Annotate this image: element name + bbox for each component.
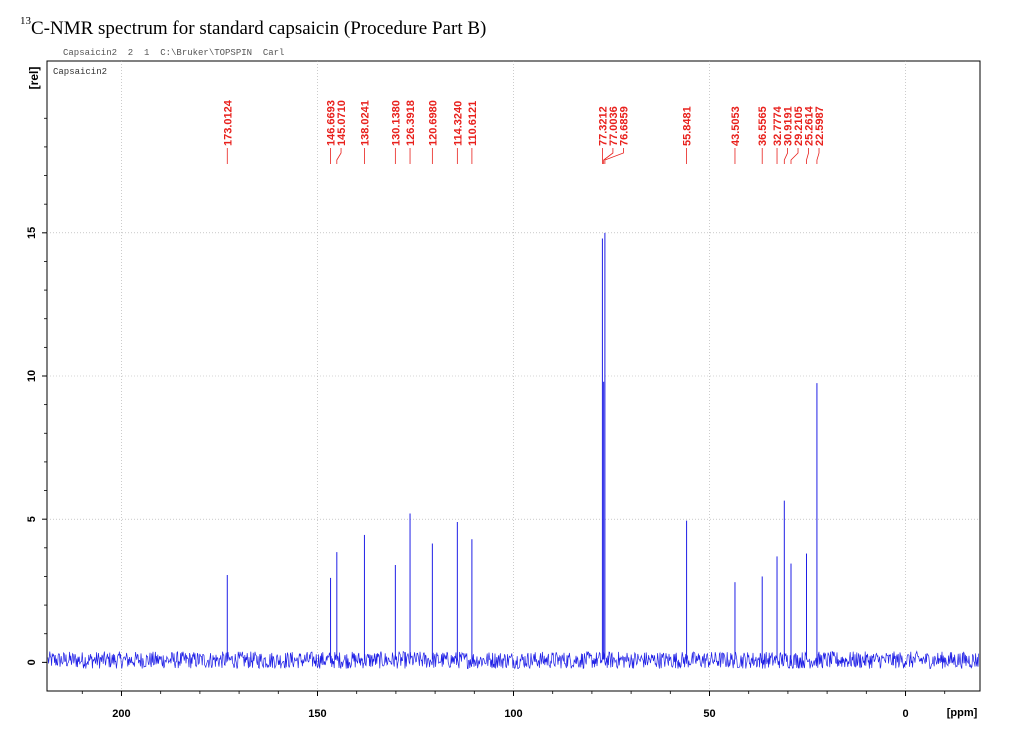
baseline-noise	[47, 650, 979, 670]
peak-label: 130.1380	[390, 100, 402, 146]
peak-label-leader	[604, 148, 624, 164]
peak-label: 43.5053	[730, 106, 742, 146]
title-text: C-NMR spectrum for standard capsaicin (P…	[31, 18, 487, 39]
peak-label: 173.0124	[222, 99, 234, 146]
peak-label: 25.2614	[804, 105, 816, 146]
y-tick-label: 5	[26, 516, 38, 522]
peak-label-leader	[816, 148, 820, 164]
peak-label: 29.2105	[793, 106, 805, 146]
peak-label-leader	[603, 148, 614, 164]
peak-label-leader	[336, 148, 342, 164]
peak-label: 30.9191	[783, 106, 795, 146]
peak-label: 110.6121	[467, 101, 479, 146]
peak-label: 77.0036	[608, 106, 620, 146]
x-axis-label: [ppm]	[947, 707, 978, 719]
x-tick-label: 200	[112, 708, 130, 720]
y-tick-label: 0	[26, 659, 38, 665]
sample-title: Capsaicin2	[53, 67, 107, 77]
peak-label: 126.3918	[405, 100, 417, 146]
title-superscript: 13	[20, 15, 31, 27]
peak-label: 32.7774	[772, 105, 784, 146]
peak-label: 114.3240	[452, 101, 464, 146]
y-axis-label: [rel]	[27, 67, 41, 90]
x-tick-label: 100	[504, 708, 522, 720]
peak-label-leader	[806, 148, 809, 164]
peak-label: 77.3212	[597, 106, 609, 146]
grid-lines	[47, 61, 980, 691]
y-tick-label: 15	[26, 227, 38, 239]
peak-label: 145.0710	[336, 100, 348, 146]
x-tick-label: 0	[902, 708, 908, 720]
y-tick-label: 10	[26, 370, 38, 382]
dataset-info-line: Capsaicin2 2 1 C:\Bruker\TOPSPIN Carl	[63, 48, 284, 58]
axis-ticks: 200 150 100 50 0 0 5 10 15	[26, 117, 946, 720]
baseline-noise-trace	[47, 650, 979, 670]
x-tick-label: 50	[703, 708, 715, 720]
x-tick-label: 150	[308, 708, 326, 720]
peak-label: 55.8481	[682, 106, 694, 146]
peak-label: 76.6859	[618, 106, 630, 146]
peak-label-leader	[790, 148, 799, 164]
peak-label: 22.5987	[814, 106, 826, 146]
peak-label: 138.0241	[359, 100, 371, 146]
peak-label: 146.6693	[326, 100, 338, 146]
figure-title: 13C-NMR spectrum for standard capsaicin …	[20, 15, 487, 40]
peak-label-leader	[783, 148, 788, 164]
peak-label: 36.5565	[757, 106, 769, 146]
spectrum-peaks	[226, 232, 818, 660]
peak-label: 120.6980	[427, 100, 439, 146]
